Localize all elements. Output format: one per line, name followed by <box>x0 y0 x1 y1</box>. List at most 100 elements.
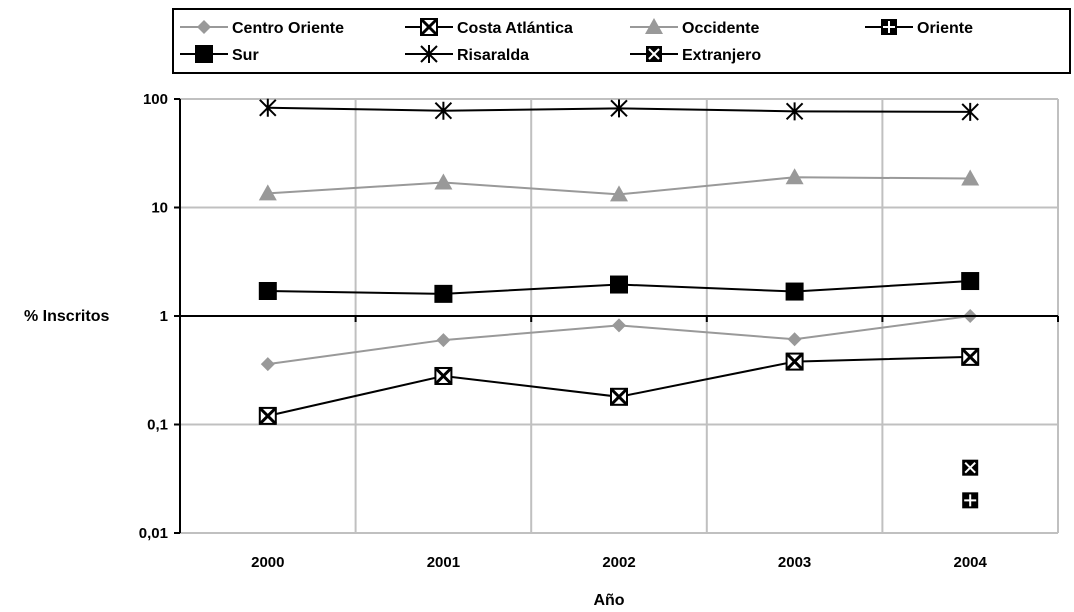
marker-shape <box>258 184 277 201</box>
legend-item: Sur <box>180 45 259 64</box>
series-extranjero <box>962 459 979 476</box>
legend-marker <box>419 17 439 37</box>
series-costa-atl-ntica <box>258 347 980 425</box>
series-layer <box>258 98 980 509</box>
marker-shape <box>434 284 453 303</box>
legend-label: Sur <box>232 47 259 64</box>
y-tick-label: 1 <box>160 308 168 325</box>
marker-shape <box>883 21 895 33</box>
marker-shape <box>258 406 277 425</box>
y-tick-label: 10 <box>151 200 168 217</box>
marker-shape <box>961 169 980 186</box>
marker-shape <box>648 48 660 60</box>
x-tick-label: 2002 <box>602 554 635 571</box>
data-point <box>434 366 453 386</box>
legend-label: Risaralda <box>457 47 529 64</box>
marker-shape <box>259 98 277 117</box>
marker-shape <box>785 282 804 301</box>
data-point <box>610 99 628 118</box>
legend-label: Extranjero <box>682 47 761 64</box>
legend-label: Occidente <box>682 20 759 37</box>
data-point <box>612 318 626 333</box>
marker-shape <box>610 275 628 294</box>
data-point <box>258 184 277 201</box>
series-oriente <box>962 492 979 509</box>
data-point <box>785 102 804 121</box>
data-point <box>962 459 979 476</box>
marker-shape <box>609 387 629 406</box>
marker-shape <box>961 272 980 291</box>
series-line <box>267 355 971 417</box>
y-tick-label: 100 <box>143 91 168 108</box>
data-point <box>260 357 275 372</box>
marker-shape <box>612 318 626 333</box>
series-centro-oriente <box>260 309 978 372</box>
data-point <box>434 284 453 303</box>
legend: Centro Oriente Costa Atlántica Occidente Or… <box>172 8 1071 74</box>
data-point <box>609 387 629 406</box>
legend-box <box>172 8 1071 74</box>
legend-marker <box>420 45 438 63</box>
data-point <box>961 169 980 186</box>
x-tick-label: 2004 <box>954 554 988 571</box>
marker-shape <box>434 101 453 120</box>
axes: 0,01 0,1 1 10 100 2000 2001 2002 2003 2004 <box>139 91 1059 571</box>
marker-shape <box>787 332 802 347</box>
marker-shape <box>785 168 804 185</box>
legend-label: Costa Atlántica <box>457 20 573 37</box>
data-point <box>787 332 802 347</box>
marker-shape <box>436 333 451 348</box>
series-sur <box>258 272 980 303</box>
legend-marker <box>195 45 213 63</box>
data-point <box>785 168 804 185</box>
marker-shape <box>964 461 976 474</box>
marker-shape <box>610 99 628 118</box>
marker-shape <box>785 102 804 121</box>
data-point <box>434 173 453 190</box>
x-tick-label: 2003 <box>778 554 811 571</box>
legend-item: Risaralda <box>405 45 529 64</box>
y-axis-label: % Inscritos <box>24 308 109 325</box>
data-point <box>610 185 628 202</box>
marker-shape <box>610 185 628 202</box>
x-axis-label: Año <box>593 592 624 609</box>
legend-label: Centro Oriente <box>232 20 344 37</box>
legend-marker <box>646 46 662 62</box>
data-point <box>434 101 453 120</box>
x-tick-label: 2000 <box>251 554 284 571</box>
legend-marker <box>197 20 211 34</box>
marker-shape <box>964 494 977 507</box>
legend-item: Oriente <box>865 19 973 37</box>
series-risaralda <box>259 98 979 121</box>
legend-item: Costa Atlántica <box>405 17 573 37</box>
legend-label: Oriente <box>917 20 973 37</box>
data-point <box>785 352 804 371</box>
data-point <box>258 406 277 425</box>
data-point <box>258 281 277 300</box>
data-point <box>961 347 980 366</box>
data-point <box>785 282 804 301</box>
legend-marker <box>645 18 663 34</box>
y-tick-label: 0,1 <box>147 417 168 434</box>
marker-shape <box>961 102 979 121</box>
data-point <box>961 102 979 121</box>
marker-shape <box>961 347 980 366</box>
marker-shape <box>258 281 277 300</box>
legend-marker <box>881 19 897 35</box>
marker-shape <box>785 352 804 371</box>
x-tick-label: 2001 <box>427 554 460 571</box>
data-point <box>436 333 451 348</box>
marker-shape <box>645 18 663 34</box>
data-point <box>610 275 628 294</box>
marker-shape <box>420 45 438 63</box>
y-tick-label: 0,01 <box>139 525 168 542</box>
data-point <box>961 272 980 291</box>
marker-shape <box>260 357 275 372</box>
legend-item: Centro Oriente <box>180 20 344 37</box>
data-point <box>962 492 979 509</box>
marker-shape <box>197 20 211 34</box>
legend-item: Occidente <box>630 18 759 37</box>
marker-shape <box>419 17 439 37</box>
legend-item: Extranjero <box>630 46 761 64</box>
